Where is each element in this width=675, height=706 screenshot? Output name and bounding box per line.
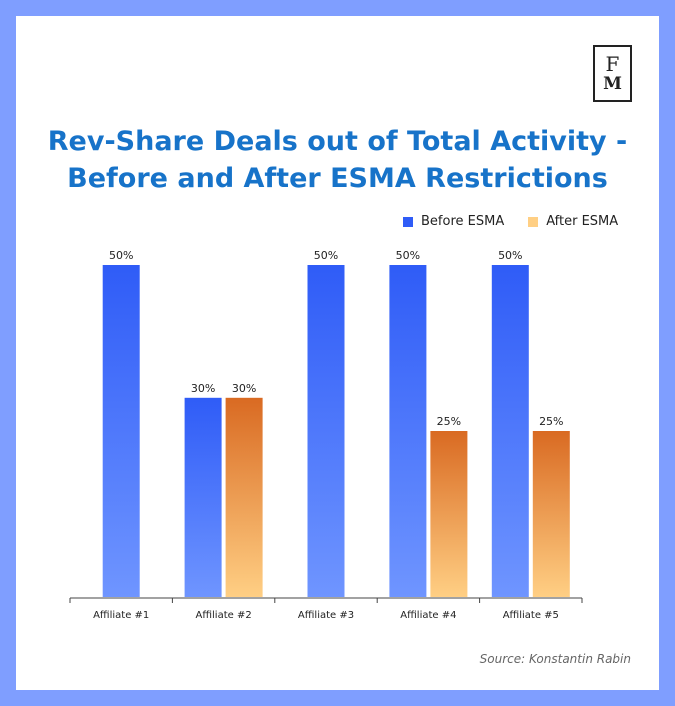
legend-swatch-before: [403, 216, 413, 227]
data-label-before-1: 50%: [109, 249, 133, 262]
bar-before-1: [102, 265, 140, 597]
logo-letter-top: F: [605, 52, 620, 76]
bar-before-5: [491, 265, 529, 597]
bar-before-2: [184, 397, 222, 597]
data-label-before-4: 50%: [396, 249, 420, 262]
bar-after-5: [532, 431, 570, 597]
legend-item-before: Before ESMA: [403, 214, 504, 229]
logo-letter-bottom: M: [603, 74, 622, 94]
x-tick-label-4: Affiliate #4: [400, 610, 456, 621]
legend-item-after: After ESMA: [528, 214, 618, 229]
data-label-after-4: 25%: [437, 415, 461, 428]
source-note: Source: Konstantin Rabin: [479, 652, 631, 666]
legend-swatch-after: [528, 216, 539, 227]
data-label-before-2: 30%: [191, 382, 215, 395]
legend: Before ESMA After ESMA: [403, 214, 618, 229]
data-label-before-3: 50%: [314, 249, 338, 262]
x-tick-label-3: Affiliate #3: [298, 610, 354, 621]
data-label-after-2: 30%: [232, 382, 256, 395]
bar-after-4: [430, 431, 468, 597]
data-label-after-5: 25%: [539, 415, 563, 428]
bar-after-2: [225, 397, 263, 597]
legend-label-after: After ESMA: [546, 214, 619, 229]
chart-title-line1: Rev-Share Deals out of Total Activity -: [47, 126, 628, 157]
x-tick-label-2: Affiliate #2: [196, 610, 252, 621]
chart-title-line2: Before and After ESMA Restrictions: [67, 163, 608, 194]
fm-logo: F M: [593, 45, 632, 102]
bar-before-3: [307, 265, 345, 597]
x-tick-label-1: Affiliate #1: [93, 610, 149, 621]
x-tick-label-5: Affiliate #5: [503, 610, 559, 621]
data-label-before-5: 50%: [498, 249, 522, 262]
bar-before-4: [389, 265, 427, 597]
legend-label-before: Before ESMA: [421, 214, 505, 229]
chart-title: Rev-Share Deals out of Total Activity - …: [0, 123, 675, 197]
